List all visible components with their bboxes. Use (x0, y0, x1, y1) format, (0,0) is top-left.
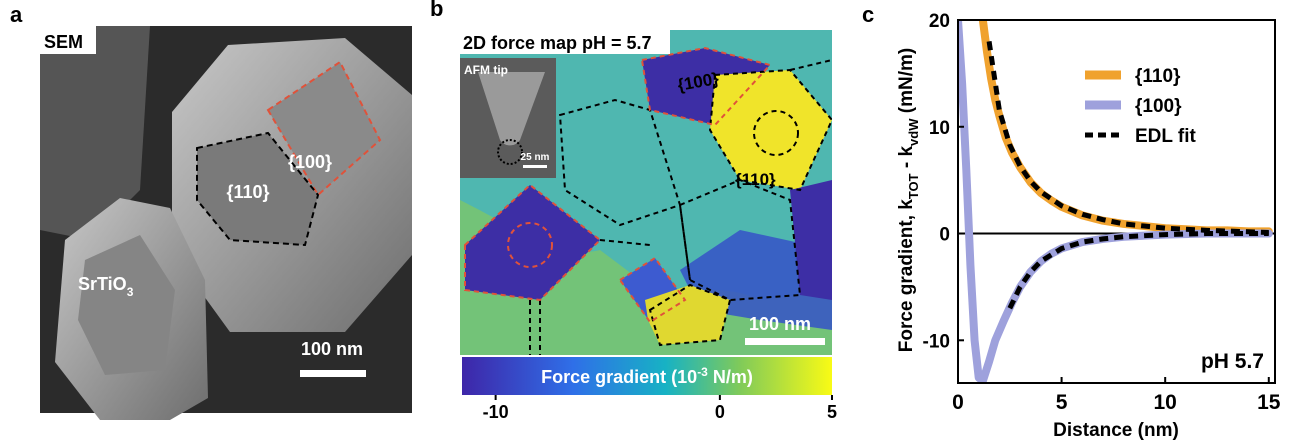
scale-bar-label: 100 nm (301, 339, 363, 359)
inset-scale: 25 nm (521, 152, 550, 163)
panel-a: a SEM {100} {110} SrTiO3 100 nm (10, 2, 412, 420)
y-axis-label: Force gradient, kTOT - kvdW (mN/m) (896, 48, 921, 353)
x-tick-label: 10 (1154, 391, 1177, 414)
facet-label: {110} (226, 182, 269, 202)
legend-label: {110} (1135, 66, 1181, 87)
legend-label: EDL fit (1135, 126, 1197, 147)
y-tick-label: 0 (939, 225, 950, 246)
panel-c: c Force gradient, kTOT - kvdW (mN/m) Dis… (862, 2, 1264, 441)
scale-bar (745, 338, 825, 345)
subscript: TOT (906, 173, 921, 199)
y-tick-label: 20 (929, 11, 950, 32)
colorbar-label: Force gradient (10-3 N/m) (541, 365, 753, 387)
series-line (1010, 234, 1269, 309)
panel-label: b (430, 0, 443, 21)
annotation: pH 5.7 (1201, 350, 1264, 373)
map-title: 2D force map pH = 5.7 (463, 33, 652, 53)
x-tick-label: 0 (952, 391, 964, 414)
subscript: vdW (906, 118, 921, 146)
y-tick-label: 10 (929, 118, 950, 139)
series-line (983, 20, 1269, 231)
facet-label: {100} (288, 152, 332, 172)
superscript: -3 (697, 365, 708, 379)
text-part: (mN/m) (896, 48, 917, 119)
text-part: Force gradient (10 (541, 367, 697, 387)
text-part: N/m) (708, 367, 753, 387)
subscript: 3 (127, 285, 134, 299)
inset-scale-bar (523, 165, 547, 168)
colorbar-tick-label: -10 (483, 402, 509, 422)
colorbar-tick-label: 0 (715, 402, 725, 422)
series-line (989, 41, 1269, 232)
inset-title: AFM tip (464, 63, 508, 77)
panel-label: a (10, 2, 23, 27)
scale-bar-label: 100 nm (749, 314, 811, 334)
scale-bar (300, 370, 366, 377)
legend-label: {100} (1135, 96, 1182, 117)
text-part: Force gradient, k (896, 199, 917, 353)
colorbar-tick-label: 5 (827, 402, 837, 422)
facet-label: {110} (735, 170, 776, 189)
tag: SEM (44, 32, 83, 52)
text-part: - k (896, 145, 917, 173)
x-tick-label: 5 (1056, 391, 1068, 414)
x-axis-label: Distance (nm) (1053, 420, 1179, 441)
y-tick-label: -10 (923, 331, 950, 352)
panel-label: c (862, 2, 874, 27)
figure: a SEM {100} {110} SrTiO3 100 nm b A (0, 0, 1290, 443)
x-tick-label: 15 (1257, 391, 1281, 414)
text-part: SrTiO (78, 274, 127, 294)
panel-b: b AFM tip 25 nm 2D force map pH = 5.7 {1… (430, 0, 832, 395)
